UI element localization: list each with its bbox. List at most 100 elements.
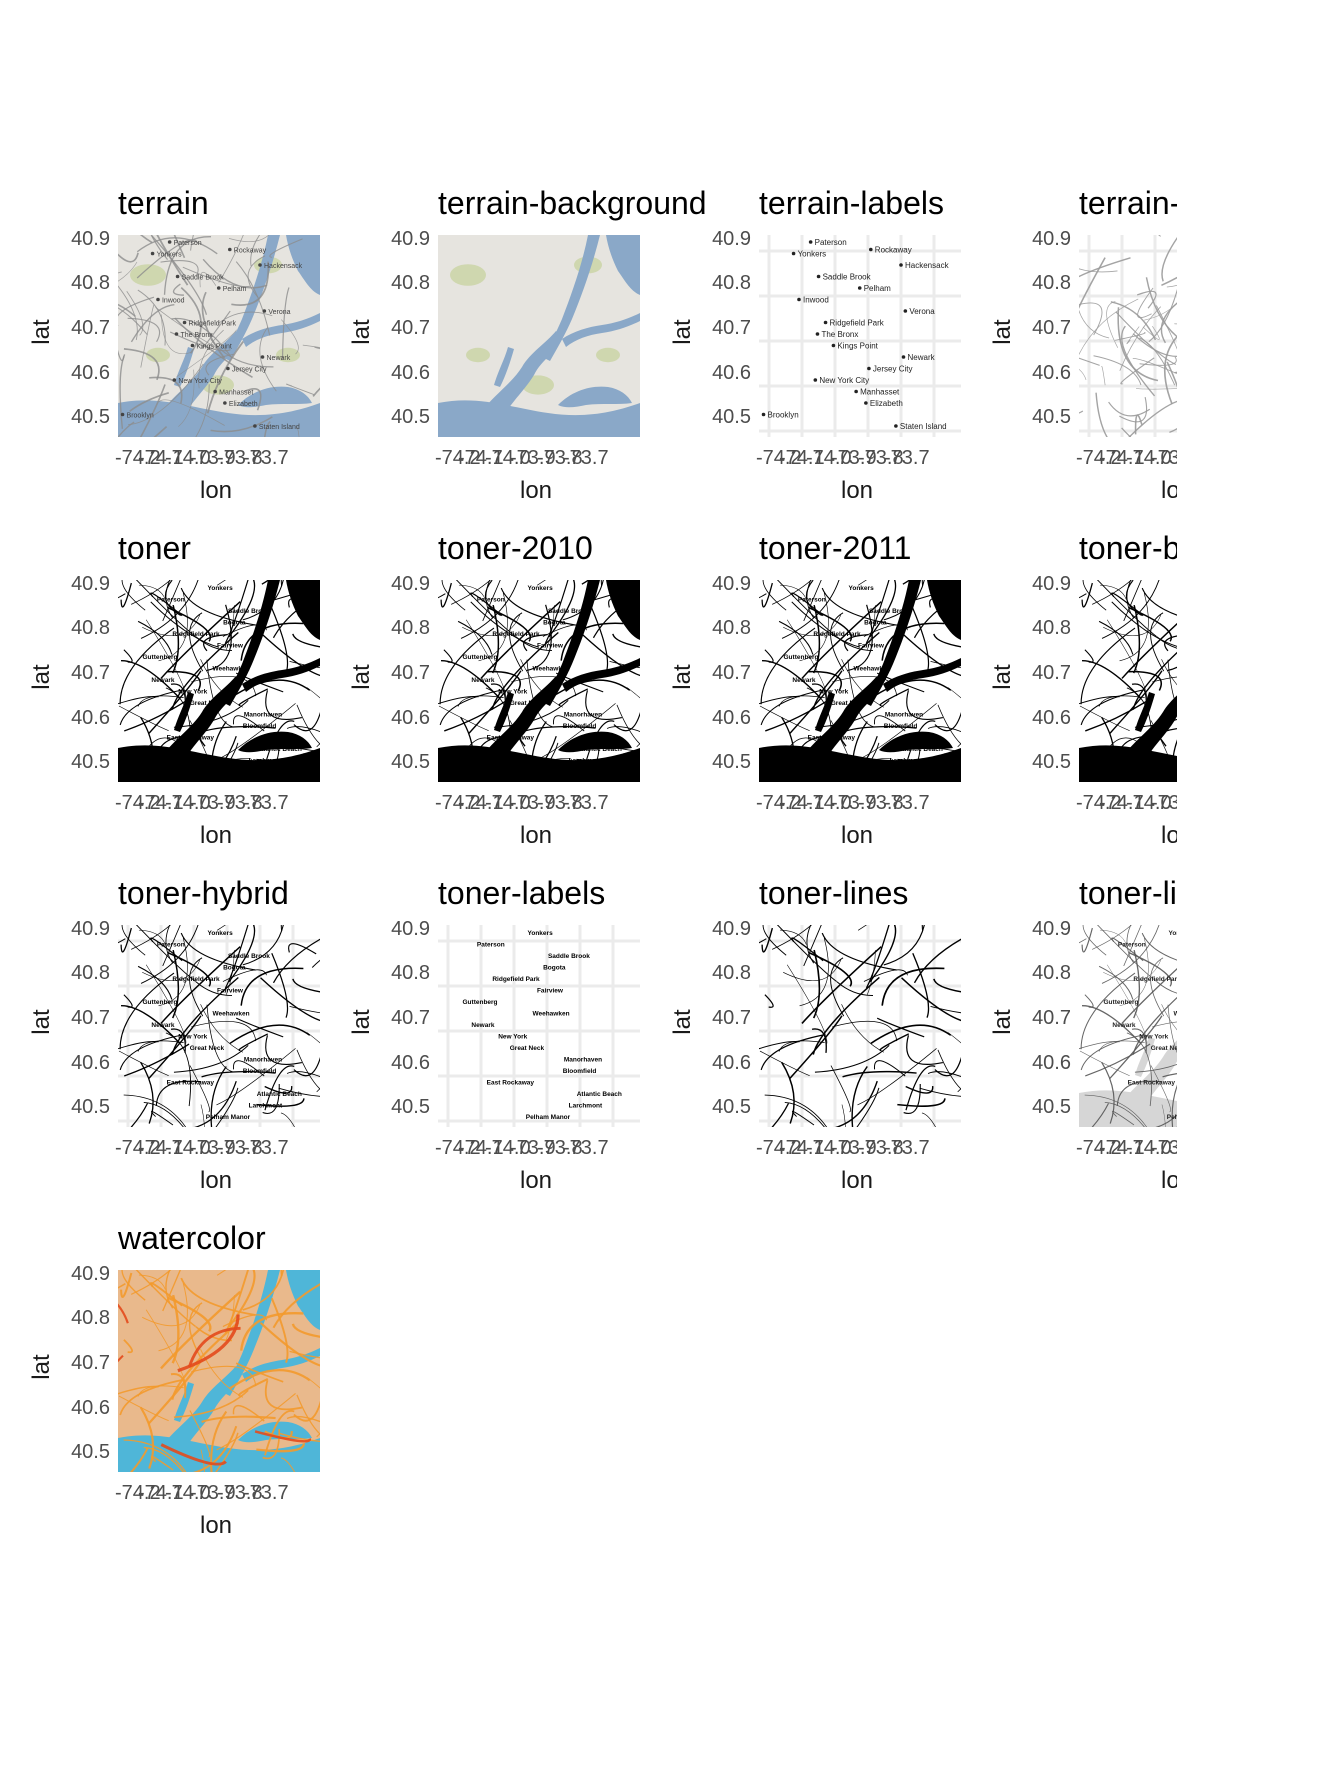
svg-text:Yonkers: Yonkers [798, 250, 827, 259]
panel-title: toner-2011 [759, 530, 912, 566]
svg-text:New York: New York [1139, 1034, 1168, 1041]
svg-text:New York: New York [498, 1034, 527, 1041]
x-tick-label: -73.7 [563, 792, 609, 814]
y-tick-label: 40.8 [391, 272, 430, 294]
x-tick-label: -73.9 [831, 1137, 877, 1159]
x-tick-label: -74.0 [485, 792, 531, 814]
x-tick-label: -74.1 [138, 1137, 184, 1159]
svg-text:Paterson: Paterson [477, 942, 505, 949]
svg-text:Newark: Newark [267, 355, 291, 362]
y-axis-label: lat [989, 319, 1016, 345]
x-tick-label: -73.7 [884, 1137, 930, 1159]
y-tick-label: 40.9 [1032, 228, 1071, 250]
y-tick-label: 40.8 [712, 962, 751, 984]
x-tick-label: -74.2 [435, 1137, 481, 1159]
panel-title: terrain-labels [759, 185, 944, 221]
svg-text:Yonkers: Yonkers [528, 930, 554, 937]
y-tick-label: 40.5 [1032, 1096, 1071, 1118]
svg-text:Great Neck: Great Neck [831, 700, 866, 707]
svg-text:The Bronx: The Bronx [821, 330, 858, 339]
map-tile-toner: Yonkers Paterson Saddle Brook Bogota Ridgefi… [438, 580, 640, 782]
y-axis-label: lat [28, 1009, 55, 1035]
svg-text:East Rockaway: East Rockaway [167, 1080, 215, 1087]
map-tile-toner-labels: Yonkers Paterson Saddle Brook Bogota Ridgefi… [438, 925, 640, 1127]
map-panel-toner-lite: toner-liteYonkersPatersonSaddle BrookBog… [961, 880, 1177, 1220]
y-tick-label: 40.7 [391, 317, 430, 339]
svg-text:Larchmont: Larchmont [249, 758, 283, 765]
panel-title: toner-hybrid [118, 875, 289, 911]
svg-text:Larchmont: Larchmont [249, 1103, 283, 1110]
map-panel-watercolor: watercolor lat 40.9 40.8 40.7 40.6 40.5 -74.2 -7… [0, 1220, 320, 1565]
y-tick-label: 40.8 [391, 962, 430, 984]
svg-text:Newark: Newark [151, 1022, 175, 1029]
x-axis-label: lon [200, 1512, 233, 1539]
y-tick-label: 40.6 [71, 1397, 110, 1419]
map-panel-toner: toner-2011 Yonkers Paterson Saddle Brook Bog… [641, 530, 961, 875]
map-panel-terrain: terrain Paterson Yonkers Hackensack Saddle B… [0, 185, 320, 530]
y-axis-label: lat [348, 319, 375, 345]
svg-text:Pelham Manor: Pelham Manor [206, 769, 251, 776]
y-tick-label: 40.5 [71, 751, 110, 773]
y-tick-label: 40.6 [712, 1052, 751, 1074]
svg-text:The Bronx: The Bronx [180, 332, 213, 339]
svg-text:Ridgefield Park: Ridgefield Park [813, 631, 861, 638]
svg-text:Paterson: Paterson [157, 597, 185, 604]
map-tile-toner: Yonkers Paterson Saddle Brook Bogota Ridgefi… [759, 580, 961, 782]
x-axis-label: lon [200, 477, 233, 504]
x-tick-label: -74.2 [435, 792, 481, 814]
y-axis-label: lat [669, 1009, 696, 1035]
x-tick-label: -73.8 [217, 1137, 263, 1159]
svg-text:Ridgefield Park: Ridgefield Park [172, 976, 220, 983]
map-tile-terrain: Paterson Yonkers Hackensack Saddle Brook Pel… [118, 235, 320, 437]
svg-text:Brooklyn: Brooklyn [127, 413, 154, 420]
y-tick-label: 40.5 [391, 406, 430, 428]
y-axis-label: lat [28, 319, 55, 345]
x-tick-label: -74.2 [756, 792, 802, 814]
y-tick-label: 40.6 [1032, 707, 1071, 729]
svg-text:Pelham Manor: Pelham Manor [206, 1114, 251, 1121]
svg-text:Bloomfield: Bloomfield [884, 723, 918, 730]
svg-text:Pelham Manor: Pelham Manor [847, 769, 892, 776]
svg-text:Yonkers: Yonkers [1169, 930, 1177, 937]
map-tile-terrain-labels: Paterson Yonkers Hackensack Saddle Brook Pel… [759, 235, 961, 437]
svg-text:Inwood: Inwood [162, 298, 185, 305]
x-tick-label: -74.0 [485, 1137, 531, 1159]
x-tick-label: -73.9 [1151, 792, 1177, 814]
y-axis-label: lat [348, 1009, 375, 1035]
map-tile-toner-background [1079, 580, 1177, 782]
svg-text:Rockaway: Rockaway [234, 248, 267, 255]
svg-text:Hackensack: Hackensack [264, 263, 303, 270]
svg-text:Pelham: Pelham [864, 284, 891, 293]
svg-text:Bloomfield: Bloomfield [563, 1068, 597, 1075]
x-tick-label: -73.7 [243, 1137, 289, 1159]
svg-text:Paterson: Paterson [477, 597, 505, 604]
x-tick-label: -73.7 [243, 447, 289, 469]
svg-text:Newark: Newark [1112, 1022, 1136, 1029]
map-tile-toner-lines [759, 925, 961, 1127]
y-tick-label: 40.5 [71, 406, 110, 428]
svg-text:Atlantic Beach: Atlantic Beach [577, 746, 622, 753]
x-tick-label: -73.9 [510, 1137, 556, 1159]
svg-text:Atlantic Beach: Atlantic Beach [257, 746, 302, 753]
x-tick-label: -73.8 [217, 1482, 263, 1504]
x-tick-label: -74.0 [1126, 1137, 1172, 1159]
svg-text:Paterson: Paterson [1118, 942, 1146, 949]
x-tick-label: -73.8 [858, 447, 904, 469]
x-tick-label: -73.8 [537, 792, 583, 814]
x-tick-label: -73.7 [243, 792, 289, 814]
y-tick-label: 40.6 [391, 362, 430, 384]
svg-text:Manorhaven: Manorhaven [885, 712, 923, 719]
y-tick-label: 40.9 [71, 573, 110, 595]
y-tick-label: 40.6 [1032, 1052, 1071, 1074]
x-tick-label: -73.8 [217, 447, 263, 469]
x-tick-label: -74.1 [138, 447, 184, 469]
x-tick-label: -73.9 [510, 447, 556, 469]
x-tick-label: -74.1 [1099, 1137, 1145, 1159]
x-tick-label: -74.0 [806, 792, 852, 814]
x-tick-label: -74.0 [485, 447, 531, 469]
x-tick-label: -73.7 [563, 1137, 609, 1159]
panel-title: toner-lite [1079, 880, 1177, 911]
x-tick-label: -74.2 [115, 447, 161, 469]
svg-text:Bloomfield: Bloomfield [563, 723, 597, 730]
panel-title: toner [118, 530, 191, 566]
